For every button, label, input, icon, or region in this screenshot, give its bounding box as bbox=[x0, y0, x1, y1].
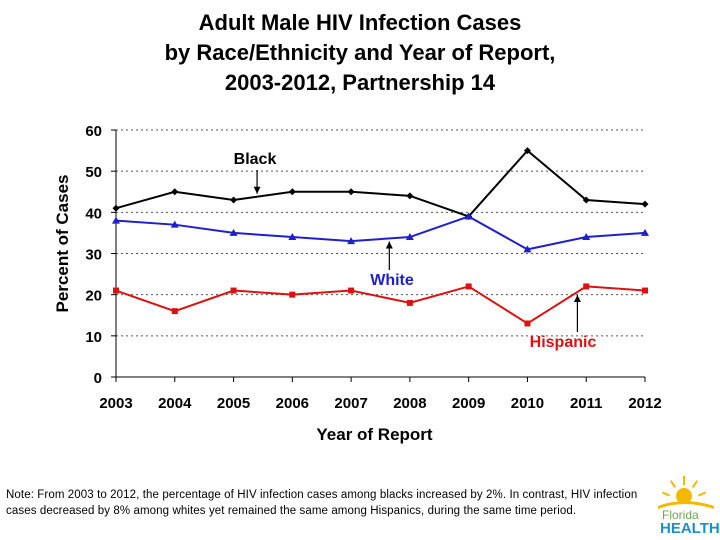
y-tick-label-20: 20 bbox=[85, 288, 102, 305]
series-line-white bbox=[115, 215, 646, 251]
y-tick-label-30: 30 bbox=[85, 247, 102, 264]
x-tick-label-2007: 2007 bbox=[334, 395, 367, 412]
title-line-2: by Race/Ethnicity and Year of Report, bbox=[164, 40, 556, 65]
callout-arrow-hispanic bbox=[573, 294, 581, 302]
point-white-2006 bbox=[288, 233, 297, 241]
x-tick-label-2012: 2012 bbox=[628, 395, 661, 412]
point-white-2004 bbox=[170, 220, 179, 228]
x-tick-label-2004: 2004 bbox=[158, 395, 192, 412]
callout-arrow-black bbox=[253, 186, 261, 194]
point-white-2005 bbox=[229, 228, 238, 236]
point-white-2010 bbox=[523, 245, 532, 253]
point-black-2010 bbox=[523, 147, 531, 155]
y-tick-label-60: 60 bbox=[85, 123, 102, 140]
line-chart: 0 10 20 30 40 50 60 2003 2004 2005 2006 2007 2008 200… bbox=[53, 123, 662, 444]
y-tick-label-10: 10 bbox=[85, 329, 102, 346]
series-line-black bbox=[115, 149, 646, 218]
x-tick-label-2006: 2006 bbox=[276, 395, 309, 412]
point-hispanic-2008 bbox=[406, 299, 413, 306]
point-hispanic-2012 bbox=[642, 287, 648, 294]
point-hispanic-2010 bbox=[524, 320, 531, 327]
x-axis-label: Year of Report bbox=[316, 425, 433, 444]
point-black-2011 bbox=[582, 196, 590, 204]
point-black-2008 bbox=[406, 192, 414, 200]
x-tick-label-2011: 2011 bbox=[570, 395, 603, 412]
point-white-2011 bbox=[582, 233, 591, 241]
x-tick-label-2009: 2009 bbox=[452, 395, 485, 412]
point-hispanic-2005 bbox=[230, 287, 237, 294]
y-tick-label-40: 40 bbox=[85, 205, 102, 222]
point-white-2012 bbox=[641, 228, 649, 236]
annotation-black: Black bbox=[234, 151, 277, 168]
y-tick-label-50: 50 bbox=[85, 164, 102, 181]
point-black-2006 bbox=[288, 188, 296, 196]
point-black-2003 bbox=[112, 204, 120, 212]
title-line-3: 2003-2012, Partnership 14 bbox=[224, 70, 496, 95]
florida-health-logo-icon bbox=[658, 476, 714, 509]
point-hispanic-2007 bbox=[348, 287, 355, 294]
point-hispanic-2011 bbox=[583, 283, 590, 290]
point-black-2004 bbox=[171, 188, 179, 196]
callout-arrow-white bbox=[385, 241, 393, 249]
logo-text-florida: Florida bbox=[662, 508, 699, 522]
point-black-2012 bbox=[641, 200, 649, 208]
y-axis-label: Percent of Cases bbox=[53, 175, 72, 313]
point-hispanic-2006 bbox=[289, 291, 296, 298]
point-black-2007 bbox=[347, 188, 355, 196]
point-hispanic-2003 bbox=[113, 287, 119, 294]
y-tick-label-0: 0 bbox=[94, 370, 102, 387]
point-white-2009 bbox=[464, 212, 473, 220]
annotation-hispanic: Hispanic bbox=[530, 334, 597, 351]
chart-title: Adult Male HIV Infection Cases by Race/E… bbox=[0, 8, 720, 98]
point-hispanic-2009 bbox=[465, 283, 472, 290]
chart-note: Note: From 2003 to 2012, the percentage … bbox=[6, 489, 638, 517]
x-tick-label-2003: 2003 bbox=[99, 395, 132, 412]
point-black-2005 bbox=[230, 196, 238, 204]
x-tick-label-2005: 2005 bbox=[217, 395, 250, 412]
series-line-hispanic bbox=[115, 285, 646, 325]
point-hispanic-2004 bbox=[171, 308, 178, 315]
x-tick-label-2008: 2008 bbox=[393, 395, 426, 412]
logo-text-health: HEALTH bbox=[660, 520, 720, 537]
point-white-2007 bbox=[347, 237, 356, 245]
x-tick-label-2010: 2010 bbox=[511, 395, 544, 412]
point-white-2008 bbox=[405, 233, 414, 241]
title-line-1: Adult Male HIV Infection Cases bbox=[198, 10, 522, 35]
annotation-white: White bbox=[370, 272, 414, 289]
point-white-2003 bbox=[112, 216, 120, 224]
